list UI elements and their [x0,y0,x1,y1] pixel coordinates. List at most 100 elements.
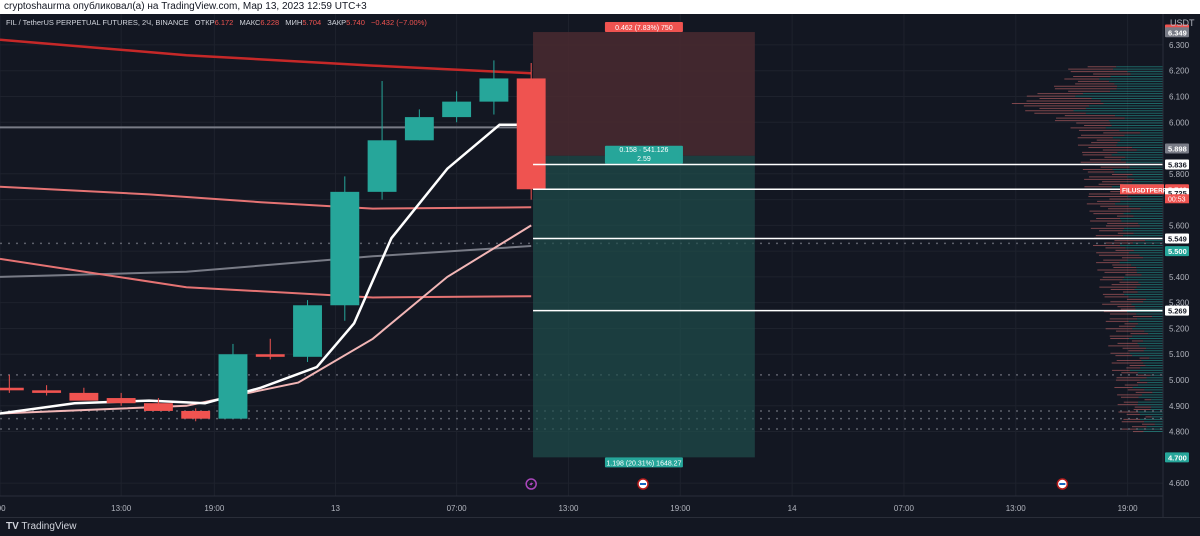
price-tick-label: 5.800 [1169,170,1190,179]
candle-body[interactable] [516,78,546,190]
take-profit-zone[interactable] [533,155,755,458]
position-ratio-label-bg [604,145,683,164]
price-tag: 5.549 [1168,235,1187,244]
candle-body[interactable] [367,140,397,192]
time-tick-label: 07:00 [894,504,915,513]
price-tag-bg [1165,27,1189,38]
legend-open-label: ОТКР [195,18,215,27]
price-tag: 5.836 [1168,161,1187,170]
chart-legend: FIL / TetherUS PERPETUAL FUTURES, 2Ч, BI… [6,18,427,27]
symbol-tag: FILUSDTPERP [1122,187,1168,194]
position-ratio-label: 0.158 · 541.126 [619,147,668,154]
short-position-tool[interactable]: 0.462 (7.83%) 750 0.158 · 541.126 2.59 1.19… [533,22,755,468]
position-bottom-label-bg [604,457,683,468]
legend-high: 6.228 [260,18,279,27]
time-tick-label: 07:00 [447,504,468,513]
price-tag-bg [1165,233,1189,244]
price-tick-label: 4.800 [1169,428,1190,437]
horizontal-levels[interactable] [533,163,1163,312]
currency-label: USDT [1170,18,1195,28]
legend-close-label: ЗАКР [327,18,346,27]
price-tick-label: 6.100 [1169,92,1190,101]
position-ratio-value: 2.59 [637,156,651,163]
candle-body[interactable] [442,101,472,118]
price-tick-label: 4.900 [1169,402,1190,411]
time-tick-label: :00 [0,504,6,513]
price-tag: 5.500 [1168,247,1187,256]
price-tag-bg [1165,452,1189,463]
footer: TV TradingView [0,517,1200,536]
moving-average-line [0,245,532,278]
price-tag-bg [1165,246,1189,257]
price-tick-label: 4.600 [1169,479,1190,488]
legend-change: −0.432 (−7.00%) [371,18,427,27]
price-tick-label: 6.200 [1169,67,1190,76]
price-tick-label: 6.300 [1169,41,1190,50]
candle-body[interactable] [330,191,360,306]
lightning-icon[interactable] [529,481,534,487]
price-tags: 6.3606.3495.8985.8365.7405.7255.5495.500… [1120,24,1189,463]
tradingview-logo-icon: TV [6,521,19,532]
moving-average-line [0,38,532,75]
candle-body[interactable] [479,78,509,102]
legend-high-label: МАКС [239,18,261,27]
time-tick-label: 19:00 [204,504,225,513]
candle-body[interactable] [218,354,248,419]
time-tick-label: 14 [788,504,797,513]
candle-body[interactable] [181,410,211,419]
time-tick-label: 13 [331,504,340,513]
time-tick-label: 19:00 [1118,504,1139,513]
legend-close: 5.740 [346,18,365,27]
brand-name: TradingView [21,521,77,532]
price-tick-label: 5.000 [1169,376,1190,385]
stop-loss-zone[interactable] [533,32,755,156]
candle-body[interactable] [106,398,136,404]
legend-symbol: FIL / TetherUS PERPETUAL FUTURES, 2Ч, BI… [6,18,189,27]
time-axis[interactable]: :00 13:00 19:00 13 07:00 13:00 19:00 14 07:00 13:… [0,504,1138,513]
price-tag-bg [1165,143,1189,154]
price-tick-label: 5.300 [1169,299,1190,308]
attribution-text: cryptoshaurma опубликовал(а) на TradingV… [4,1,367,12]
moving-average-line [0,257,532,299]
legend-open: 6.172 [215,18,234,27]
price-tag: 5.898 [1168,145,1187,154]
position-top-label: 0.462 (7.83%) 750 [615,25,673,32]
price-chart[interactable]: 0.462 (7.83%) 750 0.158 · 541.126 2.59 1.19… [0,14,1200,517]
price-tag: 4.700 [1168,453,1187,462]
time-tick-label: 19:00 [670,504,691,513]
event-icons[interactable] [525,478,1069,490]
us-flag-icon[interactable] [640,483,647,485]
price-tick-label: 5.200 [1169,324,1190,333]
us-flag-icon[interactable] [1059,483,1066,485]
price-tag-bg [1165,305,1189,316]
publication-header: cryptoshaurma опубликовал(а) на TradingV… [0,0,1200,14]
position-top-label-bg [604,22,683,33]
candle-body[interactable] [404,117,434,141]
candle-body[interactable] [293,305,322,357]
price-tick-label: 5.600 [1169,221,1190,230]
candle-body[interactable] [69,392,99,401]
moving-average-line [0,185,532,210]
lightning-icon[interactable] [525,478,537,490]
price-tag-bg [1165,159,1189,170]
price-tick-label: 6.000 [1169,118,1190,127]
symbol-tag-bg [1120,184,1164,195]
candle-body[interactable] [255,354,285,357]
price-tag: 5.725 [1168,189,1187,198]
candle-body[interactable] [0,387,24,391]
countdown-bg [1165,194,1189,204]
time-tick-label: 13:00 [111,504,132,513]
price-tag: 5.269 [1168,307,1187,316]
candles[interactable] [0,60,546,422]
countdown: 00:53 [1168,196,1186,203]
time-tick-label: 13:00 [558,504,579,513]
candle-body[interactable] [32,390,62,393]
price-tick-label: 5.400 [1169,273,1190,282]
time-tick-label: 13:00 [1006,504,1027,513]
position-bottom-label: 1.198 (20.31%) 1648.27 [606,460,681,467]
price-tick-label: 5.100 [1169,350,1190,359]
price-tag: 6.349 [1168,28,1187,37]
candle-body[interactable] [143,403,173,411]
volume-profile [1011,66,1163,433]
legend-low-label: МИН [285,18,302,27]
